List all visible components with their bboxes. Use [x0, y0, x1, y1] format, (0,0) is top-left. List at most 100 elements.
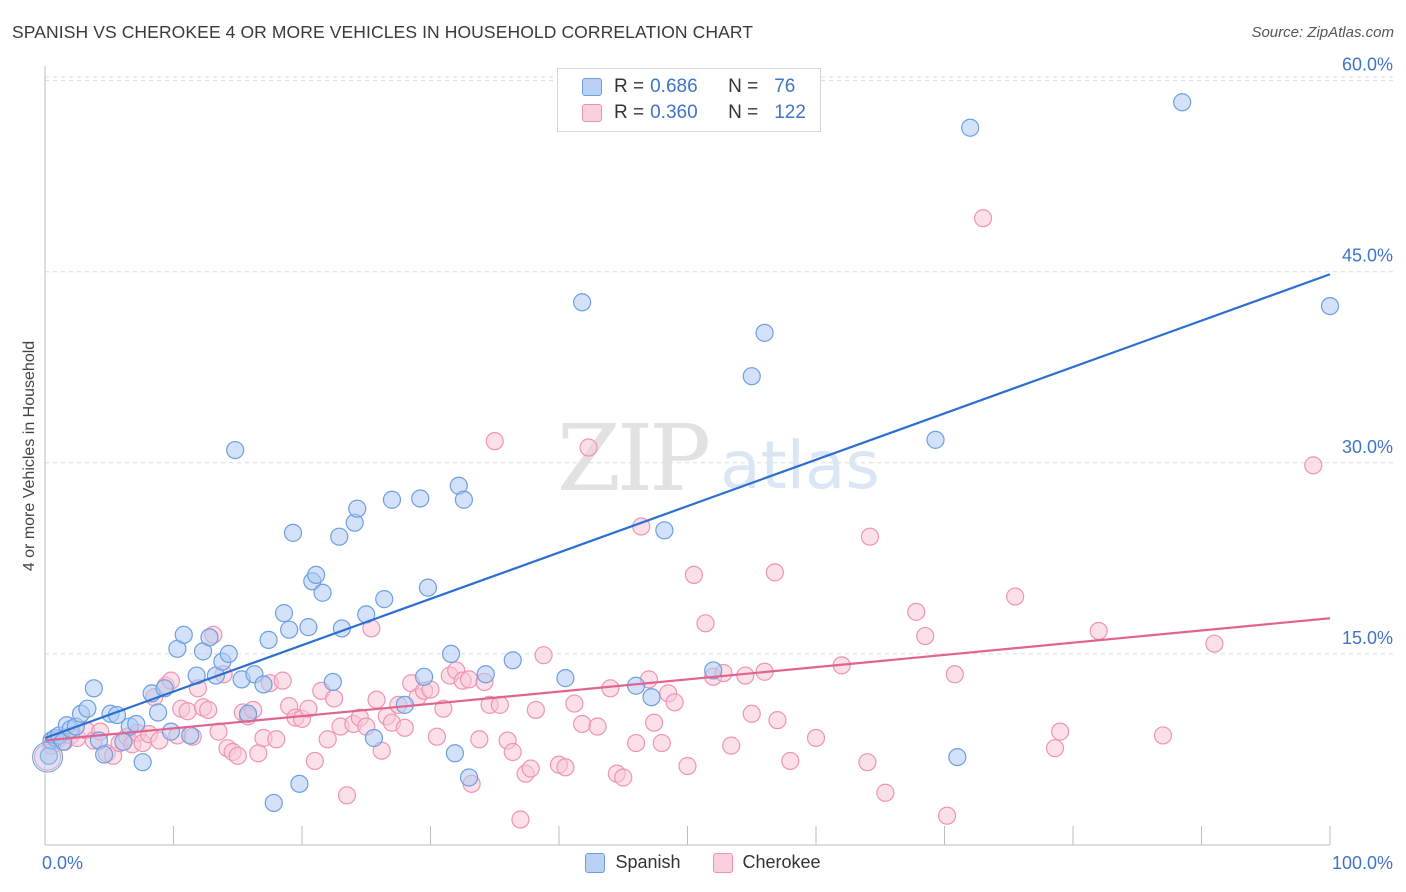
trend-lines [44, 273, 1331, 742]
spanish-point [283, 523, 303, 542]
cherokee-point [199, 700, 218, 720]
r-label: R = [614, 102, 645, 123]
spanish-swatch [582, 78, 602, 96]
cherokee-point [973, 209, 993, 228]
x-tick-label-min: 0.0% [42, 853, 83, 873]
spanish-point [313, 583, 332, 602]
cherokee-point [678, 756, 697, 776]
cherokee-point [305, 751, 324, 771]
cherokee-point [1051, 722, 1070, 741]
cherokee-point [318, 730, 337, 749]
source-attribution: Source: ZipAtlas.com [1251, 24, 1394, 41]
cherokee-point [273, 671, 292, 690]
gridlines [45, 76, 1394, 655]
cherokee-point [573, 714, 592, 734]
cherokee-legend-swatch [712, 852, 733, 873]
correlation-legend: R = 0.686 N = 76 R = 0.360 N = 122 [557, 68, 821, 132]
spanish-point [382, 490, 402, 509]
spanish-point [655, 521, 674, 540]
cherokee-point [742, 704, 761, 723]
y-tick-label: 30.0% [1342, 437, 1393, 457]
x-tick-label-max: 100.0% [1332, 853, 1393, 873]
spanish-point [742, 367, 761, 386]
cherokee-point [876, 783, 895, 802]
cherokee-point [1153, 726, 1173, 745]
spanish-point [307, 565, 326, 585]
cherokee-point [665, 693, 684, 712]
y-tick-label: 60.0% [1342, 55, 1393, 75]
tick-labels: 15.0% 30.0% 45.0% 60.0% 0.0% 100.0% [42, 55, 1393, 873]
cherokee-point [579, 438, 598, 457]
r-label: R = [614, 76, 645, 97]
cherokee-point [684, 565, 704, 585]
cherokee-point [267, 730, 286, 749]
cherokee-point [907, 602, 926, 621]
cherokee-point [434, 699, 453, 718]
spanish-point [174, 625, 193, 644]
cherokee-point [781, 751, 800, 771]
cherokee-point [768, 711, 787, 730]
spanish-point [226, 440, 245, 460]
cherokee-swatch [582, 104, 602, 122]
spanish-point [704, 661, 723, 680]
cherokee-point [459, 670, 479, 689]
cherokee-point [765, 563, 784, 582]
legend-row-spanish: R = 0.686 N = 76 [582, 75, 795, 99]
spanish-point [503, 651, 522, 670]
cherokee-point [178, 702, 197, 721]
spanish-point [454, 490, 474, 509]
spanish-point [84, 679, 103, 698]
spanish-point [961, 118, 980, 137]
n-label: N = [728, 76, 759, 97]
cherokee-point [860, 527, 880, 546]
cherokee-point [588, 717, 607, 736]
cherokee-points [34, 209, 1323, 829]
spanish-point-cluster [32, 741, 64, 773]
cherokee-point [249, 744, 268, 763]
spanish-point [264, 793, 283, 813]
cherokee-point [1006, 587, 1025, 606]
cherokee-point [937, 806, 957, 825]
spanish-point [299, 618, 318, 637]
legend-row-cherokee: R = 0.360 N = 122 [582, 101, 806, 125]
spanish-r-value: 0.686 [650, 76, 698, 97]
spanish-point [375, 590, 394, 609]
legend-item-spanish[interactable]: Spanish [585, 852, 681, 873]
cherokee-point [485, 432, 504, 451]
cherokee-point [722, 736, 741, 755]
cherokee-point [614, 768, 633, 787]
spanish-point [259, 630, 278, 649]
spanish-point [290, 774, 309, 793]
cherokee-point [534, 646, 553, 665]
spanish-point [78, 699, 97, 718]
cherokee-point [367, 690, 386, 709]
cherokee-point [806, 728, 826, 748]
spanish-point [181, 726, 200, 745]
spanish-legend-label: Spanish [615, 852, 681, 872]
spanish-point [1173, 93, 1192, 112]
chart-title: SPANISH VS CHEROKEE 4 OR MORE VEHICLES I… [12, 22, 754, 42]
spanish-point [114, 732, 133, 751]
cherokee-point [470, 730, 489, 749]
axes [44, 66, 1331, 846]
cherokee-point [1089, 621, 1108, 641]
cherokee-point [526, 700, 545, 720]
cherokee-r-value: 0.360 [650, 102, 698, 123]
cherokee-point [945, 665, 964, 684]
cherokee-point [337, 786, 357, 805]
cherokee-point [511, 810, 530, 829]
n-label: N = [728, 102, 759, 123]
spanish-point [445, 744, 465, 763]
spanish-point [280, 620, 299, 639]
spanish-point [133, 753, 152, 772]
spanish-point [476, 665, 495, 684]
spanish-legend-swatch [585, 852, 606, 873]
legend-item-cherokee[interactable]: Cherokee [712, 852, 821, 873]
spanish-point [411, 489, 430, 508]
cherokee-trend-line [44, 617, 1331, 742]
spanish-point [95, 745, 114, 764]
spanish-point [441, 644, 461, 664]
cherokee-point [228, 746, 247, 765]
series-legend: Spanish Cherokee [0, 852, 1406, 873]
cherokee-point [490, 695, 509, 714]
